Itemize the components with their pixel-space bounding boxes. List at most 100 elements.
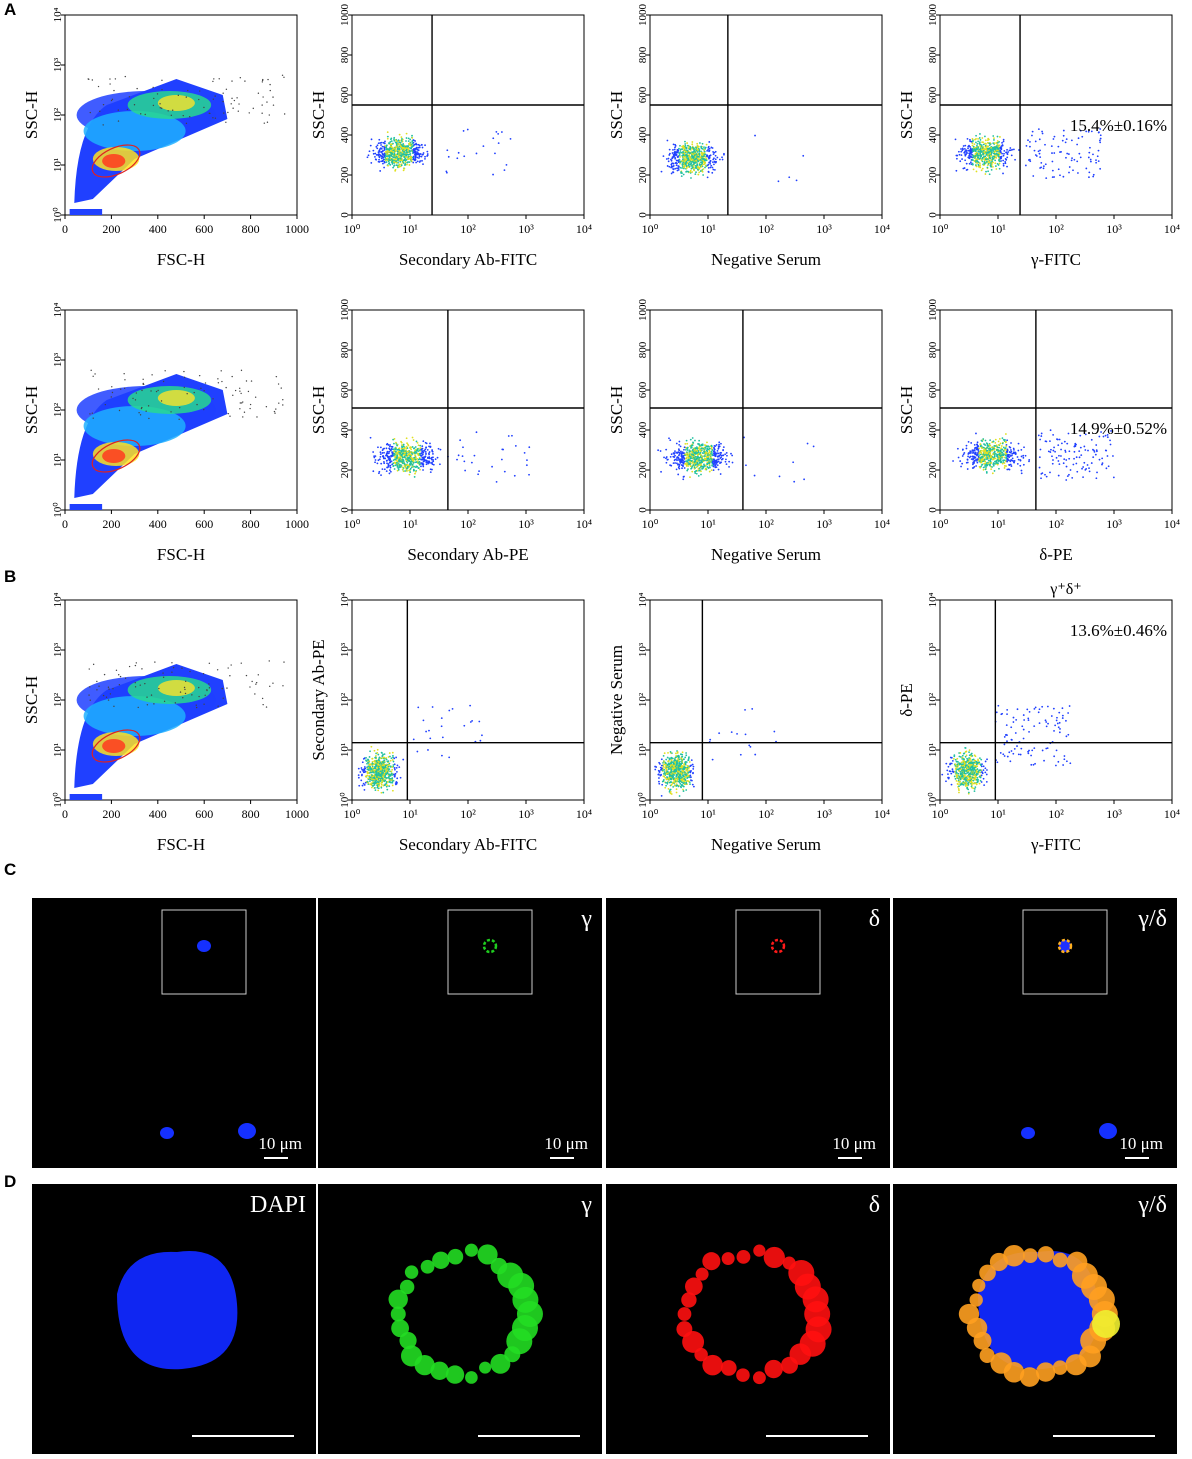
event-dot — [393, 774, 395, 776]
event-dot — [967, 146, 969, 148]
event-dot — [1075, 463, 1077, 465]
event-dot — [669, 439, 671, 441]
event-dot — [687, 145, 689, 147]
event-dot — [666, 158, 668, 160]
event-dot — [711, 451, 713, 453]
outlier-dot — [232, 395, 233, 396]
event-dot — [718, 444, 720, 446]
event-dot — [981, 459, 983, 461]
outlier-dot — [244, 80, 245, 81]
event-dot — [394, 769, 396, 771]
event-dot — [403, 446, 405, 448]
event-dot — [1009, 451, 1011, 453]
event-dot — [413, 139, 415, 141]
outlier-dot — [142, 379, 143, 380]
outlier-dot — [261, 104, 262, 105]
outlier-dot — [163, 381, 164, 382]
event-dot — [392, 462, 394, 464]
outlier-dot — [116, 670, 117, 671]
event-dot — [385, 159, 387, 161]
event-dot — [428, 730, 430, 732]
event-dot — [1025, 165, 1027, 167]
event-dot — [682, 456, 684, 458]
event-dot — [1025, 455, 1027, 457]
event-dot — [358, 785, 360, 787]
event-dot — [405, 467, 407, 469]
event-dot — [1098, 160, 1100, 162]
event-dot — [417, 706, 419, 708]
outlier-dot — [99, 111, 100, 112]
event-dot — [1060, 151, 1062, 153]
event-dot — [1051, 455, 1053, 457]
event-dot — [712, 449, 714, 451]
event-dot — [411, 146, 413, 148]
event-dot — [1003, 139, 1005, 141]
event-dot — [407, 444, 409, 446]
event-dot — [682, 451, 684, 453]
outlier-dot — [229, 416, 230, 417]
event-dot — [370, 145, 372, 147]
event-dot — [978, 456, 980, 458]
event-dot — [692, 449, 694, 451]
event-dot — [964, 159, 966, 161]
event-dot — [683, 154, 685, 156]
event-dot — [448, 156, 450, 158]
event-dot — [380, 147, 382, 149]
event-dot — [967, 138, 969, 140]
event-dot — [967, 147, 969, 149]
outlier-dot — [258, 674, 259, 675]
event-dot — [779, 476, 781, 478]
event-dot — [393, 459, 395, 461]
event-dot — [972, 148, 974, 150]
event-dot — [491, 466, 493, 468]
event-dot — [796, 180, 798, 182]
outlier-dot — [88, 79, 89, 80]
event-dot — [955, 170, 957, 172]
event-dot — [706, 447, 708, 449]
x-tick-label: 400 — [149, 807, 167, 821]
y-tick-label: 10³ — [52, 57, 64, 72]
outlier-dot — [134, 104, 135, 105]
event-dot — [389, 148, 391, 150]
event-dot — [976, 171, 978, 173]
event-dot — [427, 449, 429, 451]
event-dot — [405, 140, 407, 142]
event-dot — [979, 466, 981, 468]
event-dot — [359, 771, 361, 773]
event-dot — [712, 169, 714, 171]
event-dot — [709, 462, 711, 464]
event-dot — [687, 158, 689, 160]
event-dot — [392, 465, 394, 467]
outlier-dot — [203, 390, 204, 391]
event-dot — [716, 444, 718, 446]
event-dot — [368, 154, 370, 156]
event-dot — [492, 137, 494, 139]
event-dot — [699, 457, 701, 459]
event-dot — [404, 465, 406, 467]
event-dot — [969, 163, 971, 165]
outlier-dot — [223, 112, 224, 113]
event-dot — [1009, 460, 1011, 462]
event-dot — [378, 159, 380, 161]
plot-frame — [650, 15, 882, 215]
outlier-dot — [215, 118, 216, 119]
event-dot — [1006, 149, 1008, 151]
event-dot — [698, 158, 700, 160]
event-dot — [403, 159, 405, 161]
x-tick-label: 0 — [62, 517, 68, 531]
event-dot — [983, 144, 985, 146]
event-dot — [691, 168, 693, 170]
event-dot — [682, 158, 684, 160]
event-dot — [407, 146, 409, 148]
x-tick-label: 10⁴ — [576, 807, 592, 821]
event-dot — [672, 156, 674, 158]
event-dot — [657, 449, 659, 451]
event-dot — [1018, 443, 1020, 445]
event-dot — [695, 459, 697, 461]
event-dot — [974, 444, 976, 446]
event-dot — [419, 445, 421, 447]
event-dot — [1064, 441, 1066, 443]
event-dot — [442, 736, 444, 738]
